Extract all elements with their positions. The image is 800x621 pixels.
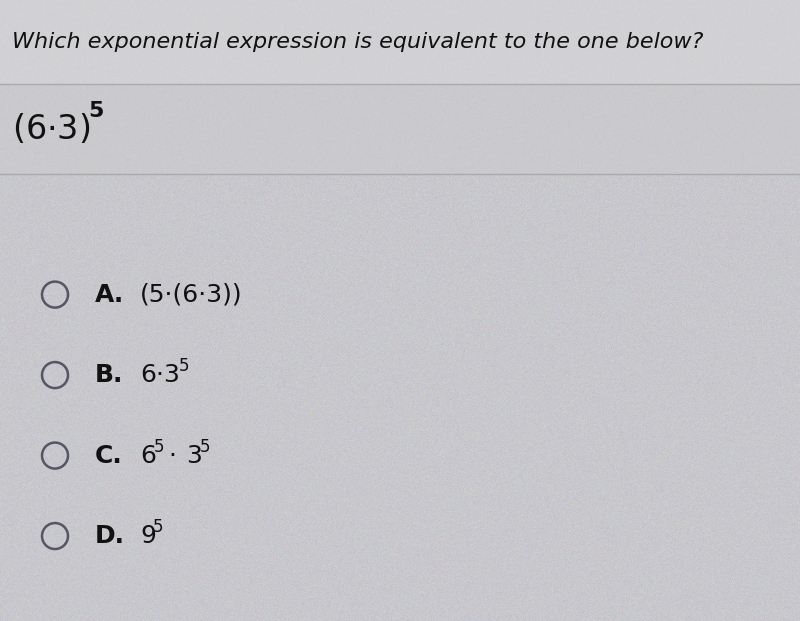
- Text: ·: ·: [168, 443, 176, 468]
- Text: 9: 9: [140, 524, 156, 548]
- Text: $(6{\cdot}3)$: $(6{\cdot}3)$: [12, 112, 90, 146]
- Text: 5: 5: [88, 101, 103, 121]
- Text: 5: 5: [153, 518, 163, 536]
- Text: 5: 5: [154, 438, 165, 456]
- Text: 6: 6: [140, 443, 156, 468]
- FancyBboxPatch shape: [0, 0, 800, 84]
- Text: D.: D.: [95, 524, 125, 548]
- Text: (5·(6·3)): (5·(6·3)): [140, 283, 242, 307]
- Text: 3: 3: [186, 443, 202, 468]
- FancyBboxPatch shape: [0, 84, 800, 174]
- Text: A.: A.: [95, 283, 124, 307]
- Text: 6·3: 6·3: [140, 363, 180, 387]
- Text: C.: C.: [95, 443, 122, 468]
- Text: 5: 5: [200, 438, 210, 456]
- Text: 5: 5: [179, 357, 190, 375]
- Text: Which exponential expression is equivalent to the one below?: Which exponential expression is equivale…: [12, 32, 703, 52]
- Text: B.: B.: [95, 363, 123, 387]
